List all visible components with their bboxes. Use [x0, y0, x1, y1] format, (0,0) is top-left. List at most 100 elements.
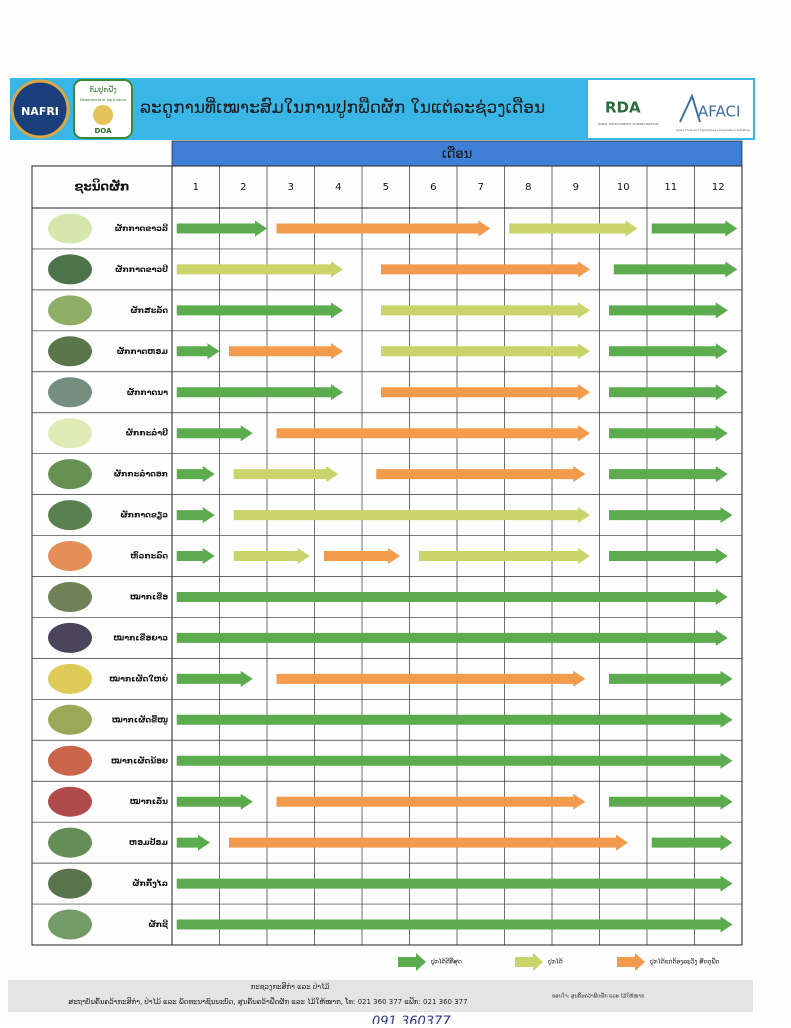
- legend-swatch: [515, 953, 543, 971]
- period-arrow: [651, 220, 738, 237]
- period-arrow: [176, 670, 253, 687]
- period-arrow: [376, 466, 586, 483]
- month-label: 4: [335, 182, 341, 193]
- period-arrow: [176, 302, 343, 319]
- vegetable-photo: [48, 704, 92, 735]
- vegetable-photo: [48, 254, 92, 285]
- period-arrow: [176, 875, 733, 892]
- vegetable-name: ຜັກສະລັດ: [130, 304, 168, 315]
- vegetable-photo: [48, 786, 92, 817]
- table-frame: [31, 165, 743, 946]
- month-label: 9: [573, 182, 579, 193]
- period-arrow: [233, 548, 310, 565]
- vegetable-photo: [48, 500, 92, 531]
- period-arrow: [609, 384, 728, 401]
- period-arrow: [176, 425, 253, 442]
- period-arrow: [609, 793, 733, 810]
- period-arrow: [229, 834, 628, 851]
- vegetable-name: ຜັກກາດຫອມ: [117, 345, 169, 356]
- vegetable-name: ຫອມປ້ອມ: [129, 836, 168, 847]
- period-arrow: [176, 711, 733, 728]
- period-arrow: [176, 384, 343, 401]
- period-arrow: [609, 466, 728, 483]
- afaci-sub: Asian Food and Agriculture Cooperation I…: [676, 128, 750, 132]
- vegetable-name: ຫົວກະລົດ: [130, 551, 168, 561]
- period-arrow: [233, 507, 590, 524]
- period-arrow: [276, 425, 590, 442]
- vegetable-name: ໝາກເຂືອ: [130, 590, 168, 601]
- period-arrow: [176, 793, 253, 810]
- period-arrow: [176, 916, 733, 933]
- handwritten-number: 091 360377: [372, 1015, 451, 1025]
- period-arrow: [229, 343, 343, 360]
- period-arrow: [324, 548, 400, 565]
- vegetable-name: ໝາກເລັ່ນ: [130, 795, 168, 806]
- month-label: 12: [712, 182, 725, 193]
- month-label: 2: [240, 182, 246, 193]
- vegetable-photo: [48, 377, 92, 408]
- vegetable-name: ຜັກກະລໍ່າປີ: [126, 427, 169, 438]
- footer-band: [8, 980, 753, 1012]
- period-arrow: [381, 261, 590, 278]
- period-arrow: [176, 343, 220, 360]
- legend-label: ປູກໄດ້ແຕ່ຕ້ອງລະວັງ ສັດຕູພືດ: [650, 958, 720, 966]
- period-arrow: [609, 507, 733, 524]
- footer-note: ຂອບໃຈ: ສູນຄົ້ນຄວ້າພືດຜັກ ແລະ ໄມ້ໃຫ້ໝາກ: [552, 992, 645, 1000]
- doa-emblem: [93, 105, 113, 125]
- footer-line1: ກະຊວງກະສິກຳ ແລະ ປ່າໄມ້: [251, 981, 330, 991]
- vegetable-name: ໝາກເຜັດນ້ອຍ: [111, 754, 168, 765]
- period-arrow: [276, 220, 491, 237]
- period-arrow: [609, 548, 728, 565]
- vegetable-photo: [48, 459, 92, 490]
- period-arrow: [609, 425, 728, 442]
- vegetable-photo: [48, 745, 92, 776]
- vegetable-photo: [48, 541, 92, 572]
- month-label: 1: [193, 182, 199, 193]
- month-label: 11: [664, 182, 677, 193]
- period-arrow: [651, 834, 733, 851]
- vegetable-photo: [48, 213, 92, 244]
- period-arrow: [509, 220, 638, 237]
- rda-sub: RURAL DEVELOPMENT ADMINISTRATION: [598, 122, 658, 126]
- period-arrow: [176, 752, 733, 769]
- period-arrow: [381, 384, 590, 401]
- vegetable-name: ໝາກເຜັດໃຫຍ່: [109, 672, 168, 683]
- name-header: ຊະນິດຜັກ: [75, 179, 130, 195]
- period-arrow: [176, 834, 210, 851]
- nafri-logo: [10, 79, 70, 139]
- legend-swatch: [398, 953, 426, 971]
- period-arrow: [609, 302, 728, 319]
- period-arrow: [176, 261, 343, 278]
- legend-label: ປູກໄດ້ດີທີ່ສຸດ: [431, 958, 462, 966]
- vegetable-name: ຜັກກົ້ງໄລ: [132, 877, 168, 888]
- legend: ປູກໄດ້ດີທີ່ສຸດ ປູກໄດ້ ປູກໄດ້ແຕ່ຕ້ອງລະວັງ ສ…: [398, 953, 720, 971]
- vegetable-photo: [48, 663, 92, 694]
- afaci-mark: [679, 93, 701, 123]
- period-arrow: [609, 670, 733, 687]
- vegetable-name: ຜັກກາດຂຽວ: [120, 509, 168, 521]
- month-label: 6: [430, 182, 436, 193]
- vegetable-photo: [48, 827, 92, 858]
- period-arrow: [609, 343, 728, 360]
- legend-label: ປູກໄດ້: [548, 958, 563, 966]
- period-arrow: [613, 261, 738, 278]
- vegetable-photo: [48, 418, 92, 449]
- vegetable-name: ໝາກເຜັດຂີ້ໜູ: [112, 713, 168, 725]
- vegetable-photo: [48, 336, 92, 367]
- vegetable-photo: [48, 868, 92, 899]
- vegetable-photo: [48, 909, 92, 940]
- period-arrow: [276, 670, 586, 687]
- vegetable-photo: [48, 295, 92, 326]
- footer-line2: ສະຖາບັນຄົ້ນຄວ້າກະສິກຳ, ປ່າໄມ້ ແລະ ພັດທະນ…: [68, 996, 467, 1006]
- doa-en-text: Department of Agriculture: [80, 98, 126, 102]
- vegetable-name: ຜັກກາດຂາວລີ: [115, 222, 169, 233]
- period-arrow: [176, 629, 728, 646]
- period-arrow: [176, 548, 215, 565]
- month-label: 10: [617, 182, 630, 193]
- vegetable-name: ຜັກກາດຂາວປີ: [115, 263, 169, 274]
- period-arrow: [419, 548, 590, 565]
- vegetable-name: ຜັກກາດນາ: [127, 386, 168, 397]
- doa-lao-text: ກົມປູກຝັງ: [89, 85, 117, 94]
